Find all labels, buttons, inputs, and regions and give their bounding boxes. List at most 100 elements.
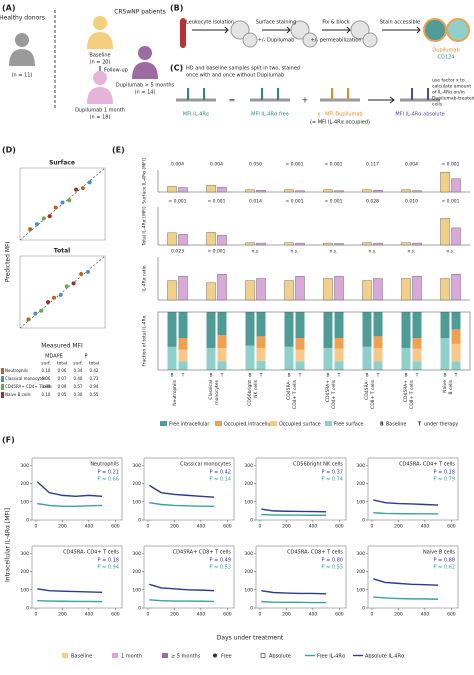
identity-line [19, 167, 106, 241]
y-tick-label: 100 [244, 499, 253, 505]
label: Absolute IL-4Rα [365, 654, 405, 660]
x-tick-label: 400 [309, 524, 318, 530]
label: (D) [2, 146, 16, 155]
bar [334, 276, 344, 301]
free-line [373, 596, 439, 600]
label: P = 0.88 [433, 558, 455, 564]
x-tick-label: 0 [259, 524, 262, 530]
plot-frame [255, 457, 347, 521]
label: < 0.001 [285, 162, 303, 168]
point [28, 227, 33, 232]
label: T [298, 373, 302, 379]
label: Naive [442, 380, 448, 393]
legend-swatch [112, 653, 118, 658]
label: 0.004 [171, 162, 184, 168]
label: 0.09 [42, 384, 51, 389]
x-tick-label: 0 [35, 612, 38, 618]
free-line [261, 600, 327, 604]
stack-segment [295, 361, 305, 370]
row-swatch [1, 376, 4, 382]
arrow [322, 26, 351, 34]
label: B [380, 422, 384, 428]
label: B [443, 373, 446, 379]
point [53, 205, 58, 210]
label: n.s. [407, 250, 415, 255]
y-tick-label: 0 [26, 518, 29, 524]
legend-swatch [213, 653, 217, 658]
label: CD45RA- [286, 380, 292, 400]
bar [167, 232, 177, 246]
x-tick-label: 600 [447, 524, 456, 530]
label: Free IL-4Rα [317, 654, 346, 660]
label: NK cells [253, 379, 259, 397]
x-tick-label: 600 [335, 524, 344, 530]
bar [295, 242, 305, 246]
y-tick-label: 0 [138, 518, 141, 524]
bar [373, 242, 383, 246]
stack-segment [412, 361, 422, 370]
stack-segment [451, 361, 461, 370]
stack-segment [334, 361, 344, 370]
label: Occupied intracellular [224, 422, 277, 428]
stack-segment [412, 348, 422, 362]
absolute-line [36, 481, 103, 497]
label: CD45RA- [364, 380, 370, 400]
stack-segment [412, 338, 422, 349]
label: CD4+ T cells [292, 379, 298, 409]
label: 0.06 [42, 376, 51, 381]
y-tick-label: 300 [244, 463, 253, 469]
plot-frame [19, 167, 106, 241]
label: 1 month [121, 654, 142, 660]
person-body [132, 62, 158, 79]
label: (C) [170, 64, 183, 73]
label: (n = 11) [12, 73, 33, 79]
point [74, 187, 79, 192]
x-tick-label: 200 [170, 612, 179, 618]
y-tick-label: 0 [362, 606, 365, 612]
x-tick-label: 200 [282, 612, 291, 618]
label: +/- Dupilumab [258, 38, 295, 44]
stack-segment [295, 312, 305, 339]
label: n.s. [329, 250, 337, 255]
stack-segment [451, 343, 461, 362]
person-head [138, 46, 152, 60]
absolute-line [261, 508, 327, 513]
plot-frame [31, 457, 123, 521]
x-tick-label: 600 [335, 612, 344, 618]
label: (= MFI IL-4Rα occupied) [310, 120, 370, 126]
label: P = 0.14 [209, 477, 231, 483]
stack-segment [206, 347, 216, 370]
label: of IL-4Rα on/in [432, 90, 465, 96]
y-tick-label: 200 [132, 481, 141, 487]
label: Days under treatment [217, 635, 284, 642]
label: Stain accessible [380, 20, 420, 26]
stack-segment [167, 346, 177, 370]
stack-segment [256, 336, 266, 348]
label: B [248, 373, 251, 379]
identity-line [19, 255, 106, 329]
row-swatch [1, 368, 4, 374]
x-tick-label: 0 [147, 612, 150, 618]
label: P = 0.49 [209, 558, 231, 564]
bar [167, 186, 177, 193]
bar [295, 190, 305, 193]
y-tick-label: 100 [356, 587, 365, 593]
bar [245, 280, 255, 301]
y-tick-label: 300 [20, 551, 29, 557]
point [71, 281, 76, 286]
label: Surface [49, 160, 75, 167]
label: cells [432, 102, 443, 108]
arrow [192, 26, 229, 34]
x-tick-label: 400 [421, 524, 430, 530]
person-body [9, 49, 35, 66]
label: Dupilumab 1 month [75, 108, 125, 114]
label: P = 0.37 [321, 470, 343, 476]
label: CD56bright NK cells [293, 462, 343, 468]
y-tick-label: 100 [356, 499, 365, 505]
stack-segment [440, 312, 450, 339]
stack-segment [334, 348, 344, 362]
cell [230, 20, 250, 40]
free-line [373, 512, 439, 515]
label: T [259, 373, 263, 379]
